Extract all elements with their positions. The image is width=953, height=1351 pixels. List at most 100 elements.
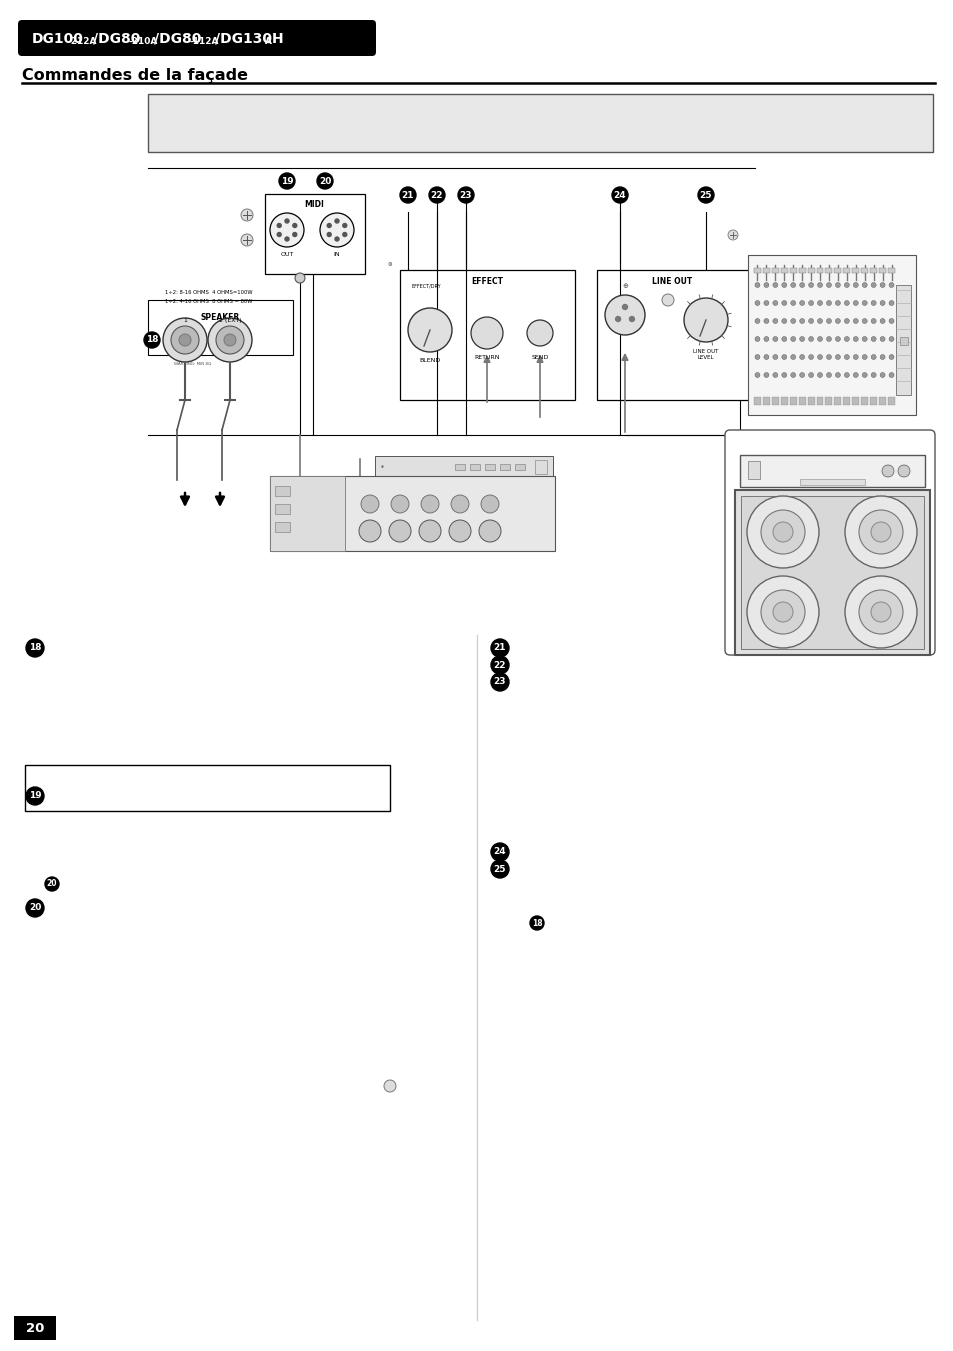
Circle shape	[754, 282, 760, 288]
Text: 1÷2: 8-16 OHMS  4 OHMS=100W: 1÷2: 8-16 OHMS 4 OHMS=100W	[165, 290, 253, 295]
Bar	[535, 459, 546, 474]
Circle shape	[604, 295, 644, 335]
Circle shape	[790, 300, 795, 305]
Text: Commandes de la façade: Commandes de la façade	[22, 68, 248, 82]
Circle shape	[799, 354, 803, 359]
Bar	[861, 267, 867, 273]
Text: /DG80: /DG80	[153, 32, 201, 46]
Bar	[515, 463, 524, 470]
Circle shape	[870, 521, 890, 542]
Circle shape	[772, 336, 777, 342]
Circle shape	[754, 336, 760, 342]
Circle shape	[825, 319, 831, 323]
Circle shape	[26, 898, 44, 917]
Circle shape	[781, 373, 786, 377]
Circle shape	[870, 336, 875, 342]
Bar	[887, 267, 894, 273]
Bar	[789, 397, 796, 405]
Circle shape	[335, 236, 338, 240]
Text: 25: 25	[699, 190, 712, 200]
Circle shape	[817, 300, 821, 305]
Text: 20: 20	[26, 1323, 44, 1336]
Bar	[747, 461, 760, 480]
Circle shape	[215, 326, 244, 354]
Circle shape	[862, 300, 866, 305]
Text: DG100: DG100	[32, 32, 84, 46]
Circle shape	[790, 373, 795, 377]
Text: -210A: -210A	[129, 36, 158, 46]
Bar	[753, 267, 760, 273]
Circle shape	[843, 319, 848, 323]
Circle shape	[683, 299, 727, 342]
Text: OUT: OUT	[280, 253, 294, 257]
Circle shape	[844, 576, 916, 648]
Text: 18: 18	[531, 919, 541, 928]
Bar	[740, 455, 924, 486]
Circle shape	[852, 336, 858, 342]
Text: LINE OUT: LINE OUT	[651, 277, 691, 286]
Circle shape	[471, 317, 502, 349]
Circle shape	[862, 354, 866, 359]
Bar	[499, 463, 510, 470]
Circle shape	[408, 308, 452, 353]
Circle shape	[825, 300, 831, 305]
Text: LEVEL: LEVEL	[697, 355, 714, 359]
Circle shape	[808, 282, 813, 288]
Circle shape	[754, 300, 760, 305]
Circle shape	[808, 373, 813, 377]
Circle shape	[360, 494, 378, 513]
Circle shape	[391, 494, 409, 513]
Circle shape	[26, 639, 44, 657]
Bar	[842, 267, 849, 273]
Text: 22: 22	[494, 661, 506, 670]
Circle shape	[45, 877, 59, 892]
Circle shape	[526, 320, 553, 346]
Circle shape	[241, 209, 253, 222]
Bar	[740, 496, 923, 648]
Bar	[824, 397, 832, 405]
Circle shape	[389, 520, 411, 542]
Text: IN: IN	[334, 253, 340, 257]
Circle shape	[270, 213, 304, 247]
Circle shape	[763, 373, 768, 377]
Circle shape	[285, 219, 289, 223]
Circle shape	[852, 319, 858, 323]
Bar	[265, 195, 365, 274]
Circle shape	[457, 186, 474, 203]
Bar	[270, 476, 345, 551]
Circle shape	[844, 496, 916, 567]
Text: 18: 18	[146, 335, 158, 345]
Bar	[842, 397, 849, 405]
Circle shape	[224, 334, 235, 346]
Circle shape	[825, 282, 831, 288]
Text: 20: 20	[318, 177, 331, 185]
Circle shape	[862, 282, 866, 288]
Circle shape	[179, 334, 191, 346]
Bar	[270, 476, 555, 551]
Bar	[895, 285, 910, 394]
Circle shape	[491, 861, 509, 878]
Circle shape	[790, 282, 795, 288]
Circle shape	[817, 336, 821, 342]
Bar	[25, 765, 390, 811]
Bar	[274, 521, 290, 532]
Text: /DG130H: /DG130H	[214, 32, 283, 46]
Text: ⊕: ⊕	[387, 262, 392, 267]
Circle shape	[278, 173, 294, 189]
Circle shape	[429, 186, 444, 203]
Circle shape	[491, 657, 509, 674]
Circle shape	[760, 509, 804, 554]
FancyBboxPatch shape	[724, 430, 934, 655]
Circle shape	[799, 300, 803, 305]
Circle shape	[491, 843, 509, 861]
Circle shape	[888, 319, 893, 323]
Bar	[869, 397, 876, 405]
Bar	[470, 463, 479, 470]
Bar	[800, 480, 864, 485]
Circle shape	[420, 494, 438, 513]
Circle shape	[612, 186, 627, 203]
Circle shape	[772, 521, 792, 542]
Bar	[879, 267, 885, 273]
Circle shape	[754, 319, 760, 323]
Circle shape	[293, 232, 296, 236]
